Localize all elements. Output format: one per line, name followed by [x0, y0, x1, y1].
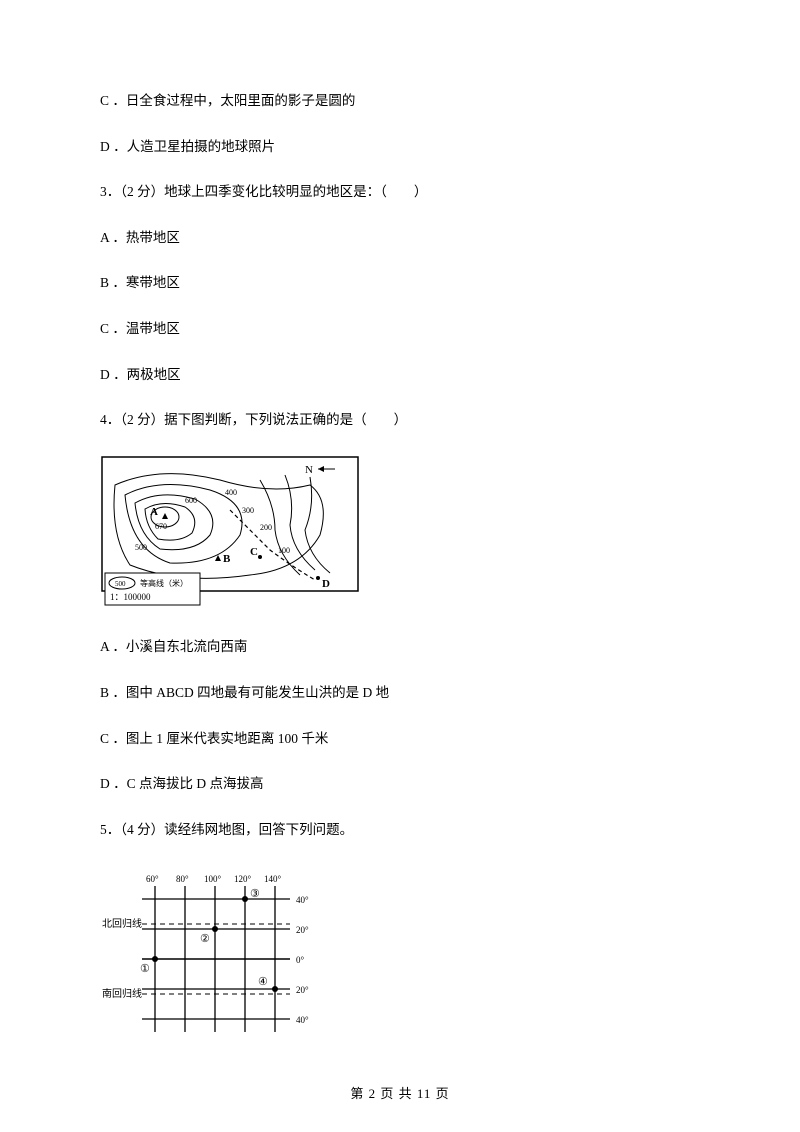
q4-map-figure: N 400 300 200 100 500 600 A 670 B C D: [100, 455, 700, 617]
svg-text:40°: 40°: [296, 1015, 309, 1025]
svg-text:80°: 80°: [176, 874, 189, 884]
q4-option-a: A ．小溪自东北流向西南: [100, 636, 700, 658]
svg-text:120°: 120°: [234, 874, 252, 884]
svg-text:A: A: [150, 506, 158, 518]
svg-text:600: 600: [185, 496, 197, 505]
svg-text:南回归线: 南回归线: [102, 987, 142, 1000]
page-footer: 第 2 页 共 11 页: [0, 1083, 800, 1102]
contour-map-svg: N 400 300 200 100 500 600 A 670 B C D: [100, 455, 360, 610]
svg-text:100: 100: [278, 546, 290, 555]
svg-text:200: 200: [260, 523, 272, 532]
q4-option-d: D ．C 点海拔比 D 点海拔高: [100, 773, 700, 795]
svg-text:等高线（米）: 等高线（米）: [140, 578, 188, 588]
svg-text:140°: 140°: [264, 874, 282, 884]
svg-text:北回归线: 北回归线: [102, 917, 142, 930]
svg-text:D: D: [322, 578, 330, 590]
svg-text:④: ④: [258, 976, 268, 988]
q4-stem: 4．（2 分）据下图判断，下列说法正确的是（ ）: [100, 409, 700, 431]
svg-text:0°: 0°: [296, 955, 305, 965]
svg-text:③: ③: [250, 888, 260, 900]
svg-text:100°: 100°: [204, 874, 222, 884]
page-content: C ．日全食过程中，太阳里面的影子是圆的 D ．人造卫星拍摄的地球照片 3．（2…: [0, 0, 800, 1051]
svg-text:B: B: [223, 553, 231, 565]
q4-option-b: B ．图中 ABCD 四地最有可能发生山洪的是 D 地: [100, 682, 700, 704]
svg-text:300: 300: [242, 506, 254, 515]
q3-option-d: D ．两极地区: [100, 364, 700, 386]
svg-text:20°: 20°: [296, 925, 309, 935]
north-label: N: [305, 464, 313, 476]
q3-option-b: B ．寒带地区: [100, 272, 700, 294]
q4-option-c: C ．图上 1 厘米代表实地距离 100 千米: [100, 728, 700, 750]
q3-option-a: A ．热带地区: [100, 227, 700, 249]
svg-text:670: 670: [155, 522, 167, 531]
option-d-prev: D ．人造卫星拍摄的地球照片: [100, 136, 700, 158]
q5-stem: 5．（4 分）读经纬网地图，回答下列问题。: [100, 819, 700, 841]
svg-text:20°: 20°: [296, 985, 309, 995]
svg-text:C: C: [250, 546, 258, 558]
svg-text:①: ①: [140, 963, 150, 975]
svg-text:500: 500: [135, 543, 147, 552]
svg-text:②: ②: [200, 933, 210, 945]
option-c-prev: C ．日全食过程中，太阳里面的影子是圆的: [100, 90, 700, 112]
svg-text:400: 400: [225, 488, 237, 497]
q3-stem: 3．（2 分）地球上四季变化比较明显的地区是：（ ）: [100, 181, 700, 203]
q3-option-c: C ．温带地区: [100, 318, 700, 340]
q5-grid-figure: 60° 80° 100° 120° 140° 40° 20° 0°: [100, 864, 700, 1051]
lat-lon-grid-svg: 60° 80° 100° 120° 140° 40° 20° 0°: [100, 864, 335, 1044]
svg-text:500: 500: [115, 580, 126, 588]
svg-text:40°: 40°: [296, 895, 309, 905]
svg-text:1：100000: 1：100000: [110, 592, 151, 602]
svg-text:60°: 60°: [146, 874, 159, 884]
